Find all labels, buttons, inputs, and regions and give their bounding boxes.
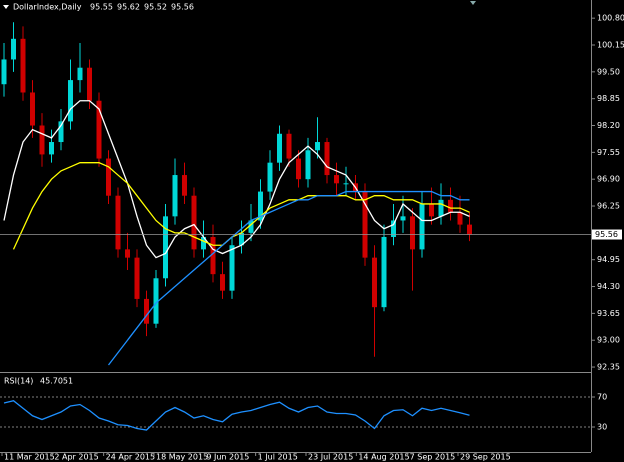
candle-body (334, 175, 339, 184)
candle-body (258, 191, 263, 221)
candle-body (305, 150, 311, 180)
moving-average (107, 190, 470, 366)
ohlc-value: 95.55 (90, 3, 113, 12)
candle-body (172, 175, 178, 217)
y-tick-label: 30 (597, 423, 607, 432)
ohlc-value: 95.56 (171, 3, 194, 12)
shift-marker (470, 1, 476, 5)
candle-body (163, 216, 168, 279)
y-tick-label: 98.85 (597, 94, 620, 103)
y-tick-label: 93.65 (597, 309, 620, 318)
y-tick-label: 96.25 (597, 202, 620, 211)
candle-body (87, 67, 92, 101)
menu-icon (3, 5, 9, 9)
candle-body (11, 38, 16, 60)
candle-body (429, 203, 434, 217)
candle-body (286, 133, 292, 159)
chart-title: DollarIndex,Daily (13, 3, 82, 12)
ohlc-value: 95.62 (117, 3, 140, 12)
y-tick-label: 97.55 (597, 148, 620, 157)
x-tick-label: 24 Apr 2015 (106, 453, 155, 462)
y-tick-label: 94.95 (597, 255, 620, 264)
candle-body (391, 220, 396, 237)
y-tick-label: 98.20 (597, 121, 620, 130)
x-tick-label: 1 Jul 2015 (258, 453, 298, 462)
candle-body (419, 203, 425, 250)
candle-body (77, 67, 83, 81)
x-tick-label: 23 Jul 2015 (308, 453, 353, 462)
x-tick-label: 11 Mar 2015 (4, 453, 55, 462)
candle-body (115, 195, 121, 250)
candle-body (144, 298, 149, 324)
candle-body (296, 158, 301, 180)
candle-body (201, 236, 206, 250)
candle-body (1, 59, 7, 85)
x-tick-label: 29 Sep 2015 (460, 453, 511, 462)
candle-body (381, 236, 387, 308)
candle-body (20, 38, 26, 93)
x-tick-label: 2 Apr 2015 (54, 453, 98, 462)
candle-body (68, 80, 73, 122)
candle-body (191, 195, 197, 250)
candle-body (343, 183, 349, 185)
y-tick-label: 70 (597, 393, 607, 402)
current-price-box (592, 229, 622, 240)
candle-body (362, 191, 368, 258)
current-price-label: 95.56 (595, 230, 618, 239)
y-tick-label: 99.50 (597, 67, 620, 76)
x-tick-label: 14 Aug 2015 (358, 453, 409, 462)
candle-body (229, 245, 235, 291)
candle-body (239, 232, 244, 246)
x-tick-label: 7 Sep 2015 (410, 453, 456, 462)
x-tick-label: 18 May 2015 (156, 453, 208, 462)
y-tick-label: 94.30 (597, 282, 620, 291)
candle-body (315, 142, 320, 151)
candle-body (182, 175, 187, 196)
candle-body (153, 278, 159, 324)
candle-body (134, 257, 140, 299)
y-tick-label: 96.90 (597, 175, 620, 184)
candle-body (410, 216, 415, 250)
candle-body (277, 133, 282, 163)
x-tick-label: 9 Jun 2015 (206, 453, 249, 462)
candle-body (106, 158, 111, 196)
rsi-title: RSI(14) (4, 377, 33, 386)
candle-body (400, 216, 406, 221)
y-tick-label: 100.15 (597, 41, 624, 50)
candle-body (210, 236, 216, 275)
candle-body (96, 100, 102, 159)
candle-body (448, 199, 453, 213)
candle-body (324, 142, 330, 176)
y-tick-label: 93.00 (597, 336, 620, 345)
candle-body (58, 121, 64, 143)
candle-body (49, 142, 54, 155)
rsi-line (3, 400, 470, 431)
candle-body (39, 125, 45, 155)
y-tick-label: 92.35 (597, 363, 620, 372)
candle-body (372, 257, 377, 308)
candle-body (457, 212, 463, 225)
moving-average (12, 162, 470, 250)
candle-body (467, 224, 472, 235)
candle-body (267, 162, 273, 192)
candle-body (220, 274, 225, 291)
candle-body (438, 199, 444, 217)
ohlc-value: 95.52 (144, 3, 167, 12)
candle-body (248, 220, 254, 233)
moving-average (3, 100, 470, 259)
candle-body (30, 92, 35, 126)
y-tick-label: 100.80 (597, 14, 624, 23)
candle-body (125, 249, 130, 258)
rsi-value: 45.7051 (40, 377, 73, 386)
